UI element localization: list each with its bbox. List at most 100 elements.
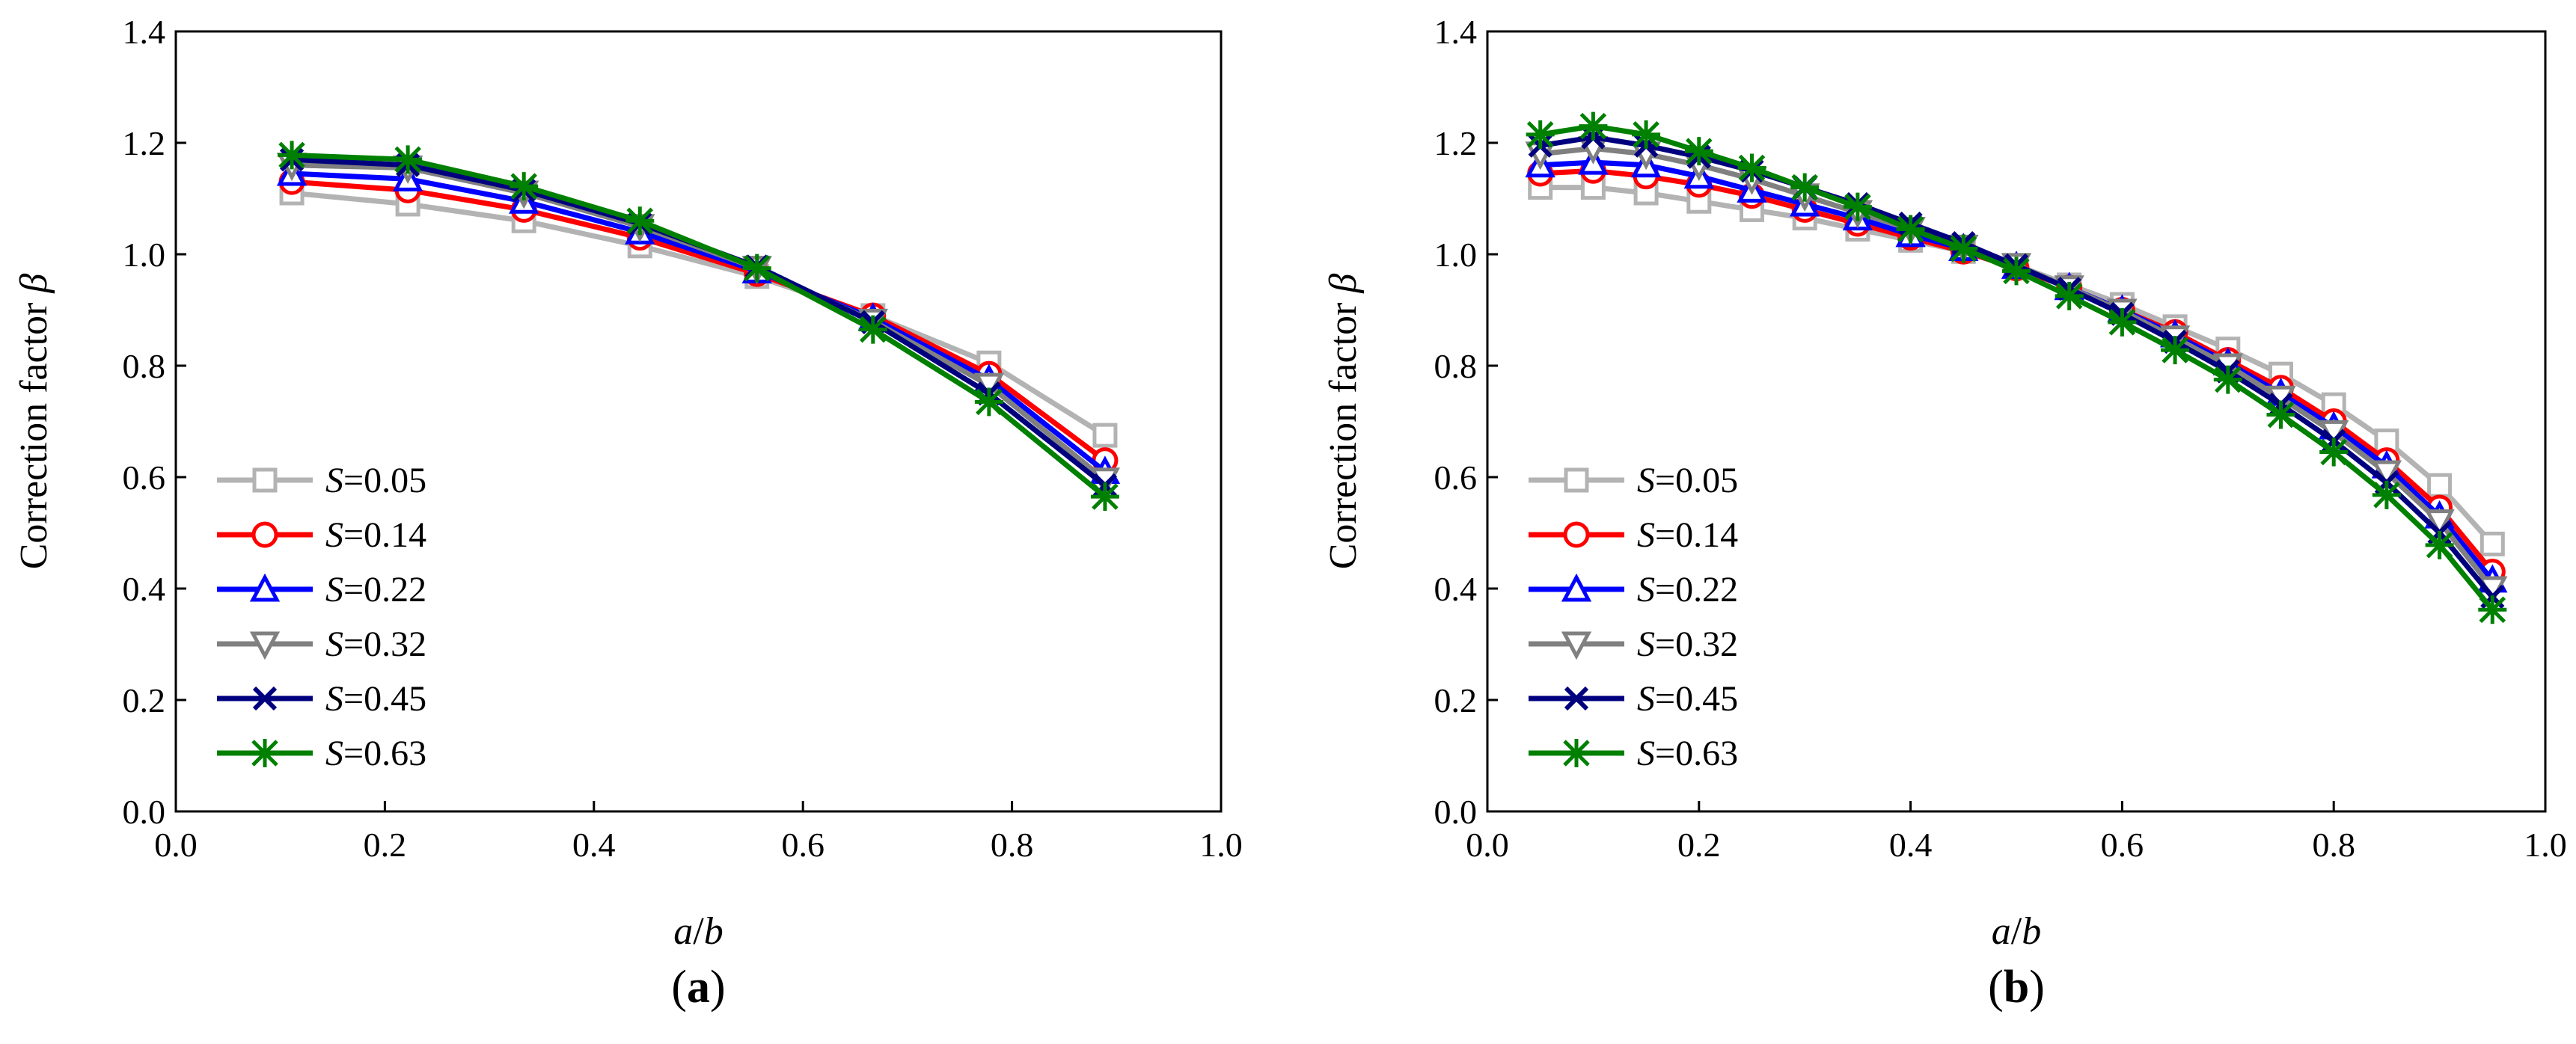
panel-label-letter: a xyxy=(687,962,710,1013)
data-point xyxy=(1526,120,1555,149)
data-point xyxy=(394,145,423,174)
y-axis-title-text: Correction factor xyxy=(1322,293,1365,570)
panel-label: (a) xyxy=(671,962,725,1013)
legend-label: S=0.14 xyxy=(325,515,426,555)
y-axis-title-symbol: β xyxy=(13,274,55,294)
data-point xyxy=(2161,336,2190,365)
data-point xyxy=(2371,460,2402,489)
data-point xyxy=(278,141,307,170)
legend-var: S xyxy=(325,515,343,555)
legend: S=0.05S=0.14S=0.22S=0.32S=0.45S=0.63 xyxy=(1529,461,1738,773)
data-point xyxy=(2266,400,2295,429)
legend-val: =0.22 xyxy=(1655,570,1738,609)
data-point xyxy=(2002,257,2031,286)
legend-var: S xyxy=(1637,515,1655,555)
plot-frame xyxy=(174,30,1223,813)
data-point xyxy=(2108,307,2137,337)
legend-var: S xyxy=(1637,570,1655,609)
panel-label-close: ) xyxy=(710,962,726,1013)
legend-label: S=0.32 xyxy=(1637,624,1738,664)
panel-label: (b) xyxy=(1988,962,2045,1013)
y-axis-title-symbol: β xyxy=(1322,274,1365,294)
chart-panel-a: 0.0 0.2 0.4 0.6 0.8 1.0 0.0 0.2 0.4 0.6 0.8 1.0 1.2 1… xyxy=(13,13,1243,1013)
legend-label: S=0.32 xyxy=(325,624,426,664)
data-point xyxy=(510,172,539,201)
y-tick-label: 0.4 xyxy=(1434,570,1478,608)
legend-label: S=0.63 xyxy=(1637,734,1738,773)
data-point xyxy=(1896,215,1925,244)
data-point xyxy=(2478,595,2507,624)
x-tick-label: 0.2 xyxy=(364,826,407,864)
plot-frame xyxy=(1486,30,2547,813)
x-tick-label: 0.2 xyxy=(1677,826,1721,864)
y-tick-label: 0.2 xyxy=(123,681,166,719)
data-point xyxy=(742,254,771,283)
y-tick-label: 1.4 xyxy=(123,13,166,51)
legend-label: S=0.05 xyxy=(325,461,426,500)
data-point xyxy=(2425,530,2454,559)
x-axis-title-slash: / xyxy=(2011,910,2022,953)
x-tick-label: 0.4 xyxy=(1889,826,1933,864)
data-point xyxy=(2372,480,2401,509)
data-point xyxy=(2427,473,2453,498)
data-point xyxy=(858,315,887,344)
legend-val: =0.45 xyxy=(1655,679,1738,719)
legend-val: =0.22 xyxy=(343,570,426,609)
legend-val: =0.63 xyxy=(343,734,426,773)
legend-marker xyxy=(1562,739,1591,767)
legend-var: S xyxy=(325,461,343,500)
legend-val: =0.63 xyxy=(1655,734,1738,773)
data-point xyxy=(2479,531,2505,556)
legend-val: =0.05 xyxy=(1655,461,1738,500)
y-tick-label: 0.8 xyxy=(123,347,166,385)
legend-item: S=0.45 xyxy=(217,679,426,719)
y-tick-label: 0.8 xyxy=(1434,347,1478,385)
legend-marker xyxy=(1561,631,1592,660)
legend-var: S xyxy=(1637,461,1655,500)
legend-item: S=0.32 xyxy=(217,624,426,664)
data-point xyxy=(1684,137,1713,166)
legend-item: S=0.22 xyxy=(217,570,426,609)
legend-item: S=0.05 xyxy=(1529,461,1738,500)
legend-item: S=0.63 xyxy=(217,734,426,773)
legend-var: S xyxy=(325,679,343,719)
series-s-0-63 xyxy=(278,141,1119,512)
data-point xyxy=(1737,153,1766,182)
x-axis-title-var: b xyxy=(2022,910,2041,953)
legend-label: S=0.45 xyxy=(1637,679,1738,719)
y-tick-label: 1.0 xyxy=(123,236,166,274)
legend-marker xyxy=(1564,467,1589,493)
x-axis-title-var: a xyxy=(1992,910,2011,953)
x-tick-label: 0.8 xyxy=(991,826,1034,864)
legend-val: =0.45 xyxy=(343,679,426,719)
data-point xyxy=(2213,365,2242,394)
legend-item: S=0.05 xyxy=(217,461,426,500)
y-tick-label: 1.0 xyxy=(1434,236,1478,274)
legend-marker xyxy=(249,631,281,660)
x-tick-label: 0.6 xyxy=(781,826,824,864)
legend-item: S=0.63 xyxy=(1529,734,1738,773)
legend-label: S=0.45 xyxy=(325,679,426,719)
legend-marker xyxy=(252,467,278,493)
legend-item: S=0.32 xyxy=(1529,624,1738,664)
legend-label: S=0.22 xyxy=(325,570,426,609)
data-point xyxy=(2319,437,2349,467)
series-line xyxy=(291,179,1107,463)
legend-label: S=0.14 xyxy=(1637,515,1738,555)
legend-val: =0.14 xyxy=(1655,515,1738,555)
y-tick-label: 0.0 xyxy=(123,793,166,831)
data-point xyxy=(2424,509,2455,538)
panel-label-close: ) xyxy=(2029,962,2045,1013)
legend-marker xyxy=(251,521,278,548)
legend-item: S=0.14 xyxy=(1529,515,1738,555)
series-line xyxy=(291,152,1107,499)
x-tick-label: 0.0 xyxy=(1466,826,1509,864)
data-point xyxy=(1843,192,1872,221)
legend-marker xyxy=(1564,686,1589,711)
legend-marker xyxy=(1561,573,1592,602)
data-point xyxy=(1632,120,1661,149)
x-tick-label: 1.0 xyxy=(2524,826,2567,864)
y-tick-label: 0.4 xyxy=(123,570,166,608)
legend-var: S xyxy=(325,570,343,609)
y-tick-label: 0.2 xyxy=(1434,681,1478,719)
